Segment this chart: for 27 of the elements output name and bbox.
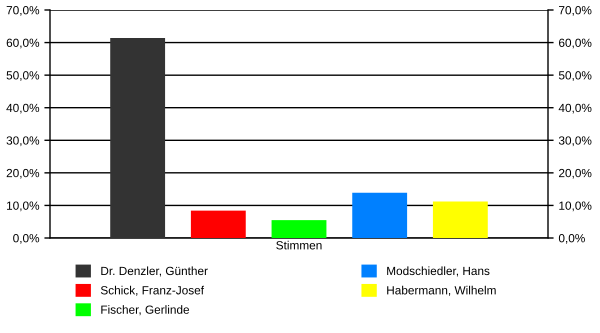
text: 50,0%: [558, 71, 592, 81]
legend-label: Schick, Franz-Josef: [100, 286, 204, 296]
legend-label: Fischer, Gerlinde: [101, 305, 190, 316]
bar: [110, 38, 166, 238]
bar: [272, 220, 326, 238]
y-tick-label: 50,0%: [6, 71, 40, 81]
y-tick-label: 30,0%: [6, 136, 40, 146]
legend-label: Dr. Denzler, Günther: [101, 266, 208, 276]
text: 30,0%: [558, 136, 592, 146]
bar: [352, 192, 408, 238]
y-tick-label: 10,0%: [7, 201, 40, 212]
text: 0,0%: [558, 234, 585, 244]
y-tick-label: 60,0%: [6, 38, 40, 48]
text: 20,0%: [559, 168, 592, 179]
bar: [432, 202, 488, 238]
bar: [190, 210, 246, 238]
legend-label: Habermann, Wilhelm: [387, 286, 496, 296]
y-tick-label: 70,0%: [6, 6, 40, 16]
y-tick-label: 0,0%: [13, 234, 40, 244]
text: 10,0%: [559, 201, 592, 212]
y-tick-label: 40,0%: [6, 104, 40, 114]
legend-label: Modschiedler, Hans: [387, 266, 490, 276]
text: 40,0%: [558, 104, 592, 114]
y-tick-label: 20,0%: [6, 168, 40, 179]
text: 60,0%: [559, 38, 592, 48]
text: 70,0%: [559, 6, 592, 16]
x-tick-label: Stimmen: [276, 240, 322, 250]
